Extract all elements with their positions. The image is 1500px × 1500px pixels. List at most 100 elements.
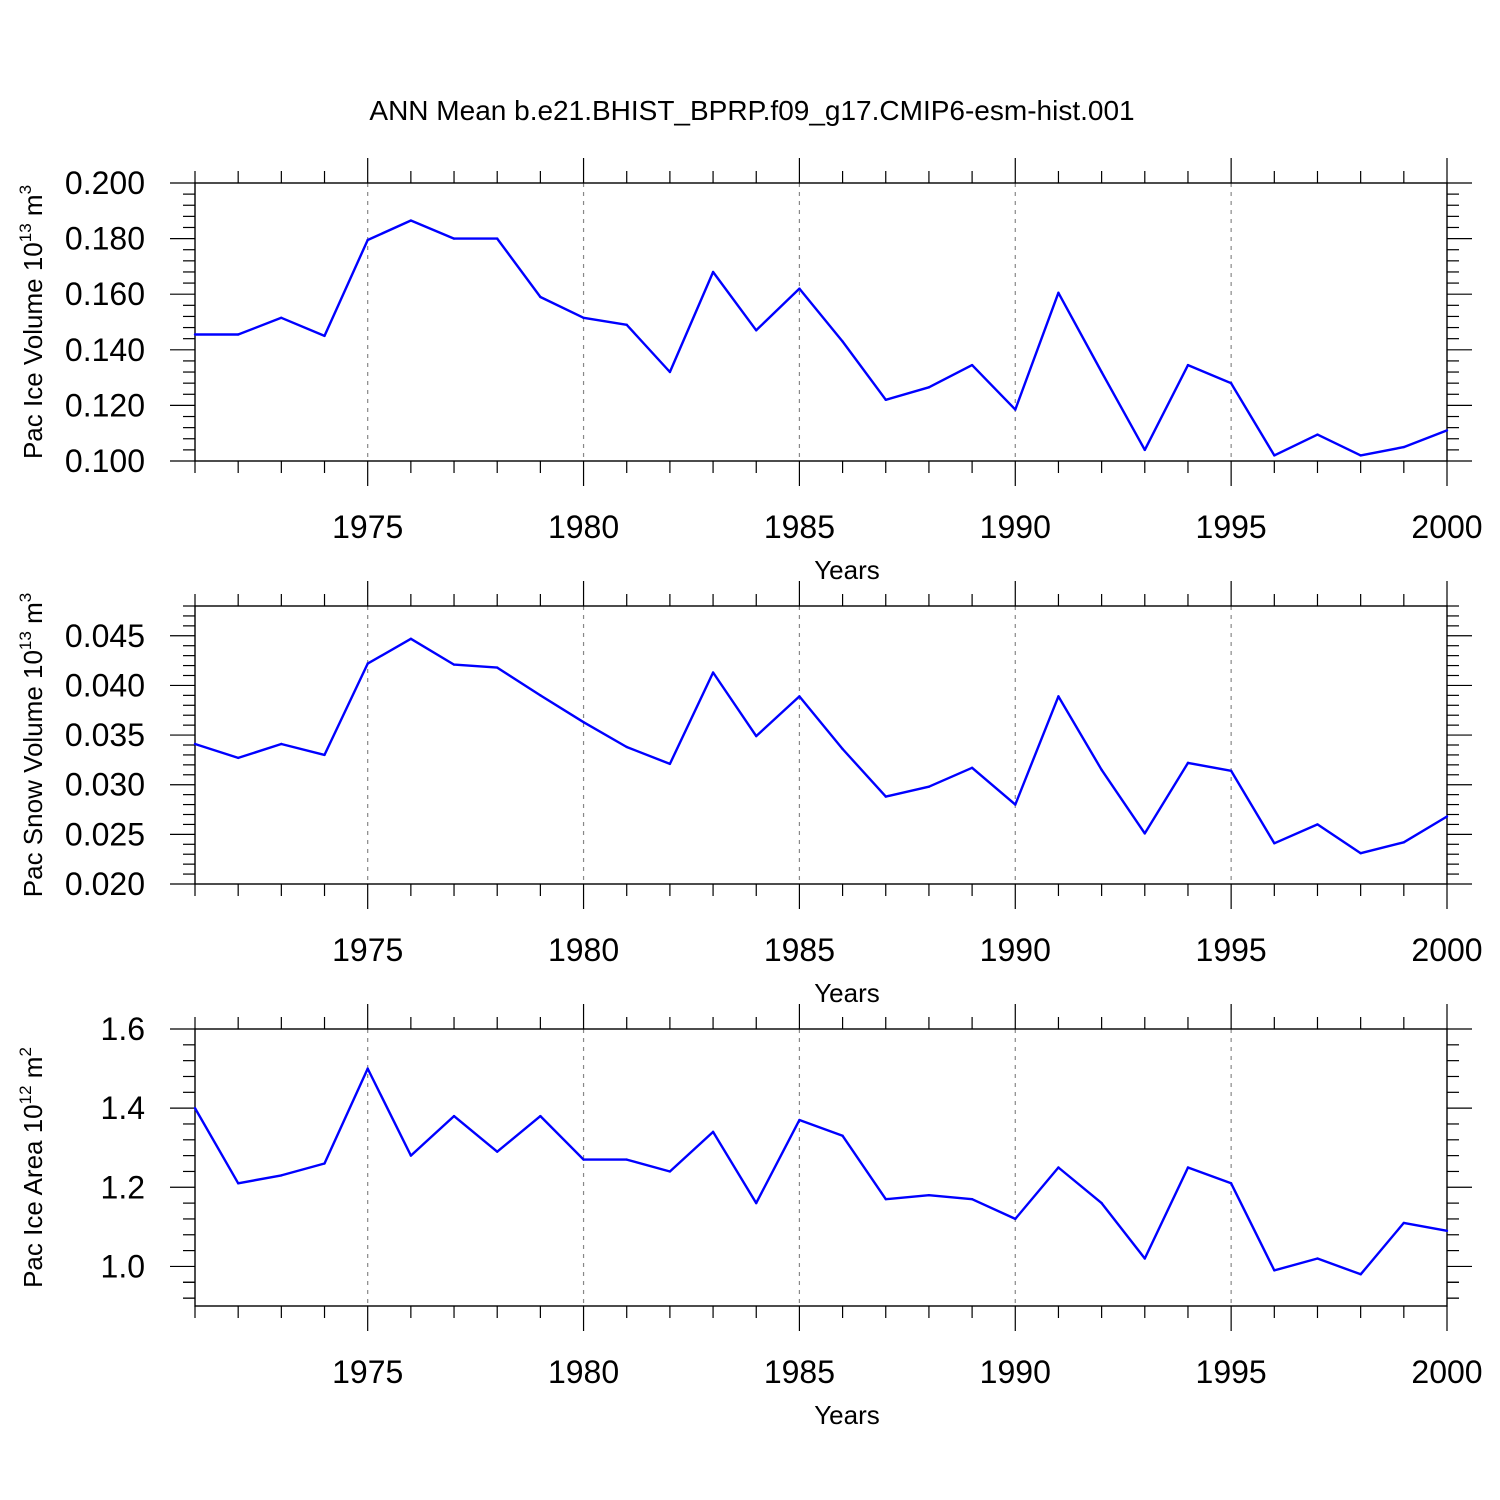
data-point xyxy=(798,1118,801,1122)
data-point xyxy=(711,270,715,274)
y-axis-label: Pac Ice Volume 1013 m3 xyxy=(16,185,48,459)
data-point xyxy=(1143,1257,1146,1260)
data-point xyxy=(496,237,499,240)
y-tick-label: 1.2 xyxy=(101,1169,145,1205)
y-axis-label-unit: m xyxy=(18,1057,48,1086)
x-tick-label: 1975 xyxy=(332,1354,403,1390)
data-point xyxy=(409,219,413,222)
plot-frame xyxy=(194,182,1448,462)
data-point xyxy=(1273,842,1276,845)
data-point xyxy=(755,734,758,738)
x-axis-label: Years xyxy=(814,1400,880,1430)
data-point xyxy=(323,1162,326,1165)
data-point xyxy=(193,1106,197,1110)
data-point xyxy=(236,1182,240,1185)
y-tick-label: 0.100 xyxy=(65,443,145,479)
data-point xyxy=(280,1174,283,1177)
y-tick-label: 0.035 xyxy=(65,717,145,753)
data-point xyxy=(539,1114,542,1118)
y-tick-label: 1.6 xyxy=(101,1011,145,1047)
data-point xyxy=(884,795,887,798)
data-point xyxy=(970,363,974,367)
x-tick-label: 1995 xyxy=(1196,932,1267,968)
data-point xyxy=(236,333,240,336)
data-point xyxy=(1273,1269,1276,1272)
y-axis-label-exponent: 13 xyxy=(16,631,35,650)
data-point xyxy=(625,745,628,749)
y-axis-label-unit-exponent: 3 xyxy=(16,185,35,194)
data-point xyxy=(884,1197,887,1201)
data-point xyxy=(841,747,844,751)
data-point xyxy=(193,333,197,336)
data-point xyxy=(711,1130,715,1134)
data-point xyxy=(582,316,585,320)
y-tick-label: 0.045 xyxy=(65,618,145,654)
figure-title: ANN Mean b.e21.BHIST_BPRP.f09_g17.CMIP6-… xyxy=(369,95,1134,126)
y-axis-label-main: Pac Ice Area 10 xyxy=(18,1104,48,1288)
data-point xyxy=(668,370,672,374)
data-point xyxy=(841,1134,844,1138)
data-point xyxy=(539,295,542,299)
y-axis-label: Pac Snow Volume 1013 m3 xyxy=(16,593,48,897)
data-point xyxy=(970,766,974,770)
series-line xyxy=(193,1067,1448,1276)
y-tick-label: 0.120 xyxy=(65,387,145,423)
x-tick-label: 2000 xyxy=(1411,1354,1482,1390)
data-point xyxy=(1229,1182,1233,1185)
data-point xyxy=(1143,832,1146,835)
y-axis-label-exponent: 12 xyxy=(16,1085,35,1104)
data-point xyxy=(1014,408,1017,411)
x-tick-label: 1995 xyxy=(1196,1354,1267,1390)
data-point xyxy=(1273,454,1276,457)
data-point xyxy=(496,1150,499,1153)
data-point xyxy=(1445,1229,1449,1233)
data-point xyxy=(452,1114,456,1118)
data-point xyxy=(1186,1166,1190,1169)
x-tick-label: 1995 xyxy=(1196,509,1267,545)
y-tick-label: 0.025 xyxy=(65,816,145,852)
data-point xyxy=(409,1154,413,1157)
data-point xyxy=(1143,448,1146,452)
data-point xyxy=(1186,363,1190,367)
data-point xyxy=(280,742,283,746)
y-tick-label: 1.0 xyxy=(101,1248,145,1284)
data-point xyxy=(582,1158,585,1161)
data-point xyxy=(625,1158,628,1161)
data-point xyxy=(1316,823,1319,826)
data-point xyxy=(1014,1217,1017,1221)
y-axis-label-unit: m xyxy=(18,194,48,223)
data-point xyxy=(1316,1257,1319,1260)
data-point xyxy=(1402,841,1406,844)
data-point xyxy=(668,762,672,766)
y-axis-label-main: Pac Snow Volume 10 xyxy=(18,650,48,897)
data-point xyxy=(927,386,931,389)
x-tick-label: 1990 xyxy=(980,1354,1051,1390)
data-point xyxy=(366,662,369,665)
x-axis-label: Years xyxy=(814,555,880,585)
data-point xyxy=(280,316,283,320)
y-tick-label: 1.4 xyxy=(101,1090,145,1126)
x-axis-label: Years xyxy=(814,978,880,1008)
data-point xyxy=(625,323,628,326)
y-axis-label-unit-exponent: 2 xyxy=(16,1047,35,1056)
data-point xyxy=(1402,1221,1406,1225)
series-line xyxy=(194,637,1448,855)
data-point xyxy=(1445,815,1449,818)
data-point xyxy=(1186,761,1190,765)
data-point xyxy=(1057,1166,1060,1169)
data-point xyxy=(755,1201,758,1205)
data-point xyxy=(1359,852,1362,855)
x-tick-label: 1975 xyxy=(332,932,403,968)
x-tick-label: 1985 xyxy=(764,1354,835,1390)
x-tick-label: 1980 xyxy=(548,1354,619,1390)
data-point xyxy=(884,398,887,402)
data-point xyxy=(582,720,585,724)
data-point xyxy=(452,663,456,666)
panels: 1975 1980 1985 1990 1995 2000 0.100 0.120 0.140 0… xyxy=(16,158,1483,1430)
plot-frame xyxy=(194,605,1448,885)
data-point xyxy=(711,671,715,674)
y-tick-label: 0.040 xyxy=(65,667,145,703)
data-point xyxy=(668,1170,672,1173)
data-point xyxy=(323,753,326,757)
